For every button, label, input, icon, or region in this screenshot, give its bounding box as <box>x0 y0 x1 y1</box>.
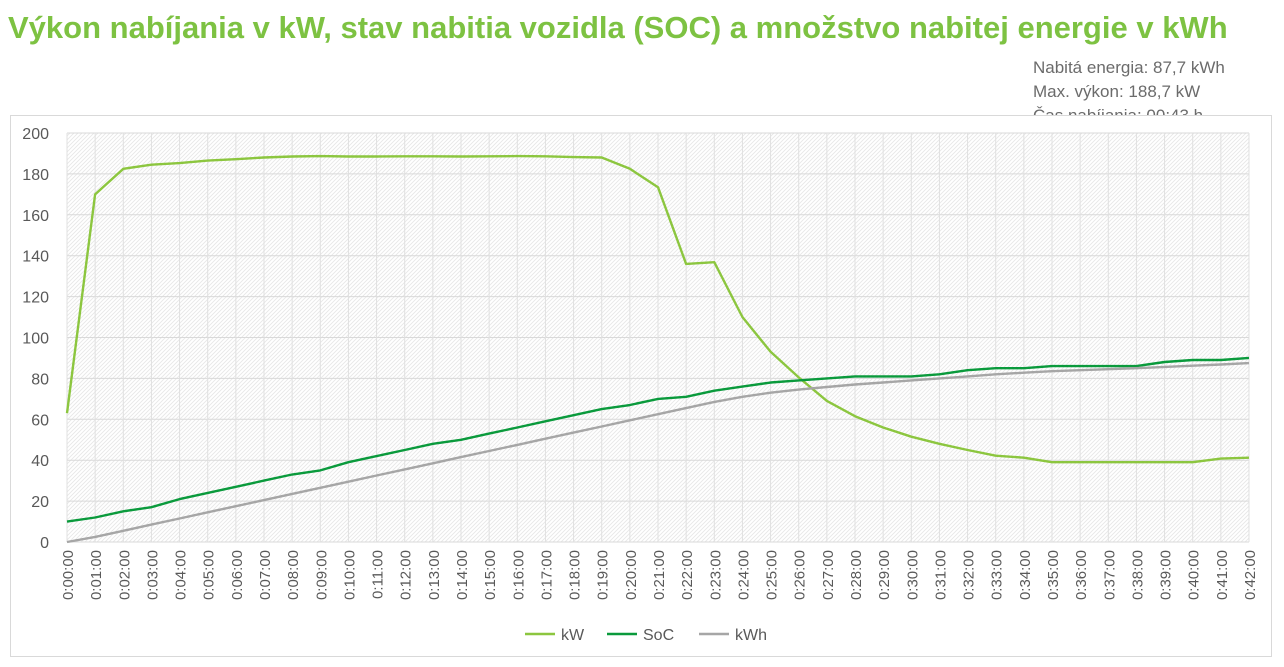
x-tick-label: 0:40:00 <box>1186 550 1203 600</box>
x-tick-label: 0:41:00 <box>1214 550 1231 600</box>
x-tick-label: 0:24:00 <box>735 550 752 600</box>
legend-item-kwh: kWh <box>699 627 767 644</box>
x-tick-label: 0:09:00 <box>313 550 330 600</box>
x-tick-label: 0:10:00 <box>341 550 358 600</box>
y-tick-label: 40 <box>31 453 49 470</box>
chart-title: Výkon nabíjania v kW, stav nabitia vozid… <box>8 10 1228 45</box>
x-tick-label: 0:28:00 <box>848 550 865 600</box>
legend-item-soc: SoC <box>607 627 674 644</box>
x-tick-label: 0:35:00 <box>1045 550 1062 600</box>
x-tick-label: 0:25:00 <box>764 550 781 600</box>
y-tick-label: 180 <box>22 167 49 184</box>
x-tick-label: 0:32:00 <box>961 550 978 600</box>
chart-area: 0 20 40 60 80 100 120 140 160 180 200 0:00:00 0:01:… <box>10 115 1272 657</box>
x-tick-label: 0:05:00 <box>201 550 218 600</box>
legend-label: kWh <box>735 627 767 644</box>
x-tick-label: 0:14:00 <box>454 550 471 600</box>
series-line-soc <box>66 356 1250 523</box>
line-chart: 0 20 40 60 80 100 120 140 160 180 200 0:00:00 0:01:… <box>22 126 1259 644</box>
legend-label: kW <box>561 627 585 644</box>
x-tick-label: 0:27:00 <box>820 550 837 600</box>
x-tick-label: 0:08:00 <box>285 550 302 600</box>
x-tick-label: 0:30:00 <box>904 550 921 600</box>
x-tick-label: 0:01:00 <box>88 550 105 600</box>
x-tick-label: 0:22:00 <box>679 550 696 600</box>
x-tick-label: 0:42:00 <box>1242 550 1259 600</box>
x-tick-label: 0:26:00 <box>792 550 809 600</box>
x-tick-label: 0:00:00 <box>60 550 77 600</box>
x-tick-label: 0:04:00 <box>173 550 190 600</box>
x-tick-label: 0:13:00 <box>426 550 443 600</box>
charged-energy-text: Nabitá energia: 87,7 kWh <box>1033 58 1225 77</box>
x-tick-label: 0:19:00 <box>595 550 612 600</box>
y-tick-label: 20 <box>31 494 49 511</box>
y-tick-label: 160 <box>22 208 49 225</box>
x-tick-label: 0:36:00 <box>1073 550 1090 600</box>
y-tick-label: 100 <box>22 331 49 348</box>
x-tick-label: 0:15:00 <box>482 550 499 600</box>
series-line-kwh <box>66 361 1250 544</box>
series-line-kw <box>65 154 1250 464</box>
x-tick-label: 0:29:00 <box>876 550 893 600</box>
x-tick-label: 0:18:00 <box>567 550 584 600</box>
x-tick-label: 0:31:00 <box>932 550 949 600</box>
x-tick-label: 0:06:00 <box>229 550 246 600</box>
y-tick-label: 140 <box>22 249 49 266</box>
x-tick-label: 0:23:00 <box>707 550 724 600</box>
x-tick-label: 0:12:00 <box>398 550 415 600</box>
x-tick-label: 0:03:00 <box>144 550 161 600</box>
x-tick-label: 0:02:00 <box>116 550 133 600</box>
y-tick-label: 60 <box>31 412 49 429</box>
x-tick-label: 0:34:00 <box>1017 550 1034 600</box>
y-tick-label: 120 <box>22 290 49 307</box>
x-tick-label: 0:33:00 <box>989 550 1006 600</box>
x-tick-label: 0:37:00 <box>1101 550 1118 600</box>
x-tick-label: 0:20:00 <box>623 550 640 600</box>
y-tick-label: 80 <box>31 371 49 388</box>
x-tick-label: 0:17:00 <box>538 550 555 600</box>
x-tick-label: 0:07:00 <box>257 550 274 600</box>
max-power-text: Max. výkon: 188,7 kW <box>1033 82 1201 101</box>
x-tick-label: 0:38:00 <box>1129 550 1146 600</box>
legend-label: SoC <box>643 627 674 644</box>
x-tick-label: 0:11:00 <box>370 550 387 599</box>
y-tick-label: 0 <box>40 535 49 552</box>
legend-item-kw: kW <box>525 627 585 644</box>
x-tick-label: 0:39:00 <box>1158 550 1175 600</box>
y-tick-label: 200 <box>22 126 49 143</box>
x-tick-label: 0:21:00 <box>651 550 668 600</box>
x-tick-label: 0:16:00 <box>510 550 527 600</box>
